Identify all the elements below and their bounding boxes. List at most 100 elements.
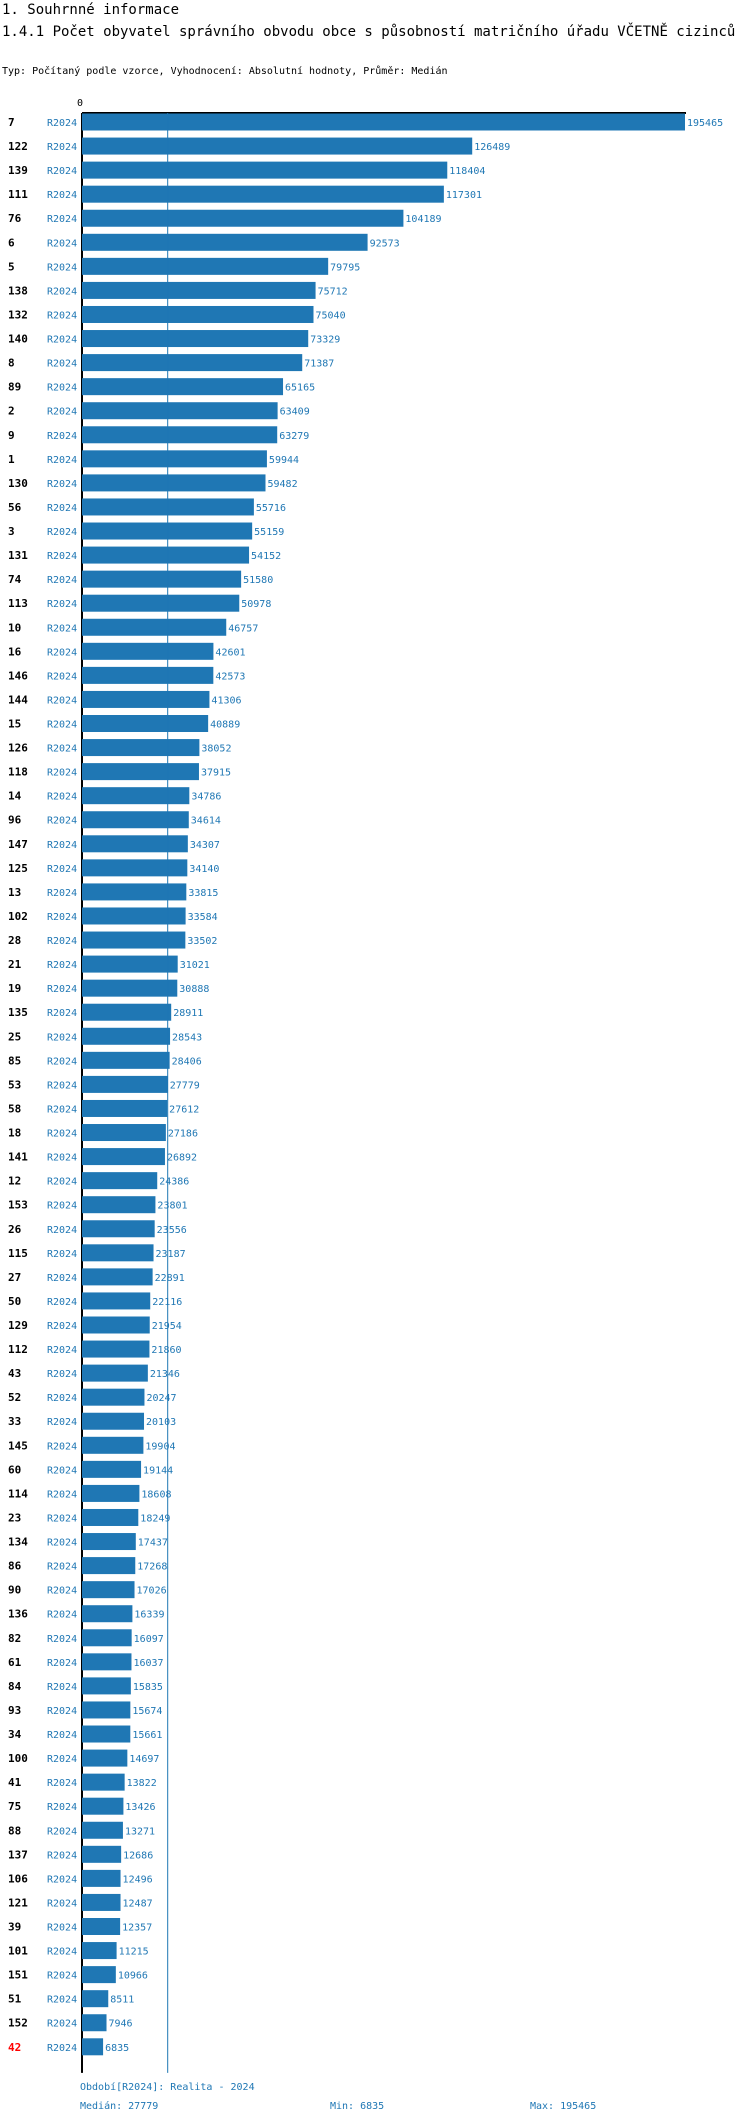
bar	[82, 642, 214, 660]
category-label: 52	[8, 1391, 21, 1404]
value-label: 51580	[243, 575, 273, 586]
bar	[82, 1196, 156, 1214]
series-label: R2024	[47, 695, 77, 706]
series-label: R2024	[47, 1850, 77, 1861]
series-label: R2024	[47, 1032, 77, 1043]
category-label: 135	[8, 1006, 28, 1019]
series-label: R2024	[47, 142, 77, 153]
value-label: 38052	[201, 744, 231, 755]
series-label: R2024	[47, 1056, 77, 1067]
footer-min: Min: 6835	[330, 2101, 385, 2112]
value-label: 42573	[215, 671, 245, 682]
series-label: R2024	[47, 551, 77, 562]
bar	[82, 1653, 132, 1671]
value-label: 13426	[125, 1802, 155, 1813]
category-label: 34	[8, 1728, 22, 1741]
bar	[82, 618, 227, 636]
category-label: 75	[8, 1800, 21, 1813]
series-label: R2024	[47, 1273, 77, 1284]
value-label: 27779	[170, 1080, 200, 1091]
value-label: 18608	[141, 1489, 171, 1500]
category-label: 106	[8, 1872, 28, 1885]
series-label: R2024	[47, 1201, 77, 1212]
series-label: R2024	[47, 1923, 77, 1934]
value-label: 20103	[146, 1417, 176, 1428]
category-label: 121	[8, 1896, 28, 1909]
category-label: 41	[8, 1776, 22, 1789]
bar	[82, 354, 303, 372]
category-label: 16	[8, 645, 22, 658]
value-label: 46757	[228, 623, 258, 634]
value-label: 195465	[687, 118, 723, 129]
bar	[82, 931, 186, 949]
category-label: 7	[8, 116, 15, 129]
series-label: R2024	[47, 1610, 77, 1621]
value-label: 55716	[256, 503, 286, 514]
category-label: 134	[8, 1536, 28, 1549]
value-label: 16097	[134, 1634, 164, 1645]
bar	[82, 1340, 150, 1358]
value-label: 20247	[146, 1393, 176, 1404]
category-label: 14	[8, 790, 22, 803]
bar	[82, 1677, 131, 1695]
value-label: 17268	[137, 1562, 167, 1573]
value-label: 55159	[254, 527, 284, 538]
value-label: 34614	[191, 816, 221, 827]
value-label: 21954	[152, 1321, 182, 1332]
category-label: 152	[8, 2017, 28, 2030]
series-label: R2024	[47, 2019, 77, 2030]
value-label: 59944	[269, 455, 299, 466]
value-label: 21346	[150, 1369, 180, 1380]
bar	[82, 113, 685, 131]
category-label: 39	[8, 1921, 21, 1934]
bar	[82, 1942, 117, 1960]
bar	[82, 739, 200, 757]
bar	[82, 1172, 158, 1190]
bar	[82, 570, 242, 588]
value-label: 126489	[474, 142, 510, 153]
bar	[82, 1508, 139, 1526]
bar	[82, 859, 188, 877]
category-label: 144	[8, 693, 28, 706]
value-label: 71387	[304, 359, 334, 370]
value-label: 17437	[138, 1538, 168, 1549]
category-label: 3	[8, 525, 15, 538]
series-label: R2024	[47, 118, 77, 129]
bar	[82, 1701, 131, 1719]
category-label: 145	[8, 1439, 28, 1452]
series-label: R2024	[47, 1297, 77, 1308]
series-label: R2024	[47, 888, 77, 899]
value-label: 22891	[155, 1273, 185, 1284]
value-label: 92573	[370, 238, 400, 249]
bar	[82, 1244, 154, 1262]
series-label: R2024	[47, 503, 77, 514]
category-label: 27	[8, 1271, 21, 1284]
bar	[82, 378, 284, 396]
series-label: R2024	[47, 431, 77, 442]
bar	[82, 1918, 121, 1935]
value-label: 42601	[215, 647, 245, 658]
value-label: 40889	[210, 720, 240, 731]
series-label: R2024	[47, 1104, 77, 1115]
bar	[82, 1845, 122, 1863]
category-label: 88	[8, 1824, 21, 1837]
series-label: R2024	[47, 1874, 77, 1885]
chart-subtitle: Typ: Počítaný podle vzorce, Vyhodnocení:…	[2, 66, 448, 77]
category-label: 90	[8, 1584, 21, 1597]
value-label: 28543	[172, 1032, 202, 1043]
value-label: 11215	[119, 1947, 149, 1958]
value-label: 18249	[140, 1513, 170, 1524]
series-label: R2024	[47, 1538, 77, 1549]
series-label: R2024	[47, 792, 77, 803]
series-label: R2024	[47, 1682, 77, 1693]
series-label: R2024	[47, 936, 77, 947]
value-label: 8511	[110, 1995, 134, 2006]
section-heading: 1. Souhrnné informace	[2, 2, 180, 18]
bar	[82, 2014, 107, 2032]
category-label: 125	[8, 862, 28, 875]
series-label: R2024	[47, 1321, 77, 1332]
series-label: R2024	[47, 1995, 77, 2006]
footer-median: Medián: 27779	[80, 2101, 159, 2112]
series-label: R2024	[47, 407, 77, 418]
category-label: 136	[8, 1608, 28, 1621]
